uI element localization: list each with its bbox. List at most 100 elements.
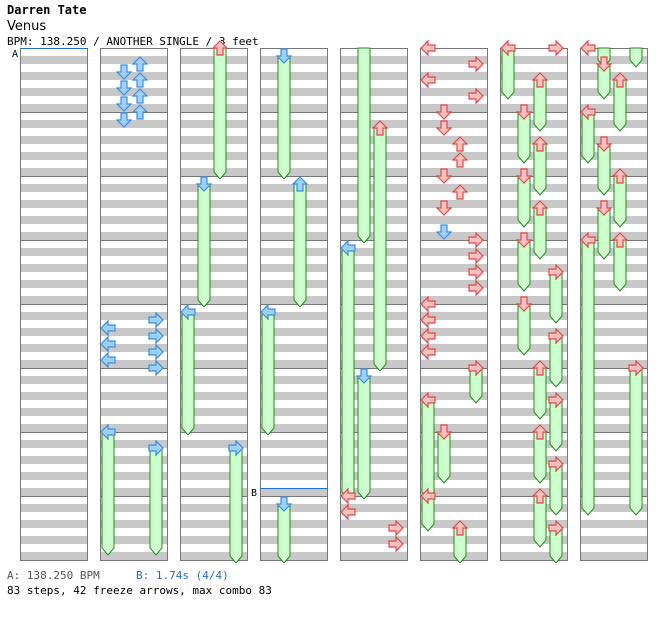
stripe-dark xyxy=(20,232,88,240)
stripe-dark xyxy=(100,248,168,256)
stripe-dark xyxy=(420,424,488,432)
stripe-dark xyxy=(180,200,248,208)
stripe-light xyxy=(20,320,88,328)
stripe-light xyxy=(20,432,88,440)
stripe-dark xyxy=(20,344,88,352)
stripe-light xyxy=(100,480,168,488)
step-arrow-right-icon xyxy=(468,359,484,377)
stripe-dark xyxy=(340,88,408,96)
step-arrow-up-icon xyxy=(531,488,549,504)
stripe-dark xyxy=(20,216,88,224)
stripe-dark xyxy=(340,104,408,112)
stripe-dark xyxy=(260,120,328,128)
stripe-dark xyxy=(340,440,408,448)
stripe-dark xyxy=(260,520,328,528)
stripe-dark xyxy=(20,328,88,336)
stripe-dark xyxy=(420,360,488,368)
step-arrow-left-icon xyxy=(580,231,596,249)
stripe-dark xyxy=(100,72,168,80)
stripe-light xyxy=(180,240,248,248)
step-arrow-up-icon xyxy=(611,72,629,88)
stripe-light xyxy=(420,448,488,456)
step-arrow-down-icon xyxy=(515,232,533,248)
stripe-light xyxy=(20,288,88,296)
stripe-light xyxy=(20,272,88,280)
stripe-light xyxy=(580,368,648,376)
stripe-dark xyxy=(420,440,488,448)
stripe-dark xyxy=(20,280,88,288)
stripe-dark xyxy=(100,216,168,224)
stripe-dark xyxy=(20,104,88,112)
step-arrow-left-icon xyxy=(500,39,516,57)
stripe-light xyxy=(20,256,88,264)
stripe-dark xyxy=(100,312,168,320)
stripe-light xyxy=(100,256,168,264)
stripe-dark xyxy=(500,424,568,432)
stripe-light xyxy=(340,112,408,120)
stripe-dark xyxy=(180,520,248,528)
stripe-light xyxy=(340,496,408,504)
stripe-light xyxy=(100,240,168,248)
stripe-dark xyxy=(20,296,88,304)
stripe-dark xyxy=(580,376,648,384)
freeze-arrow-left xyxy=(421,399,435,500)
step-arrow-right-icon xyxy=(548,455,564,473)
freeze-arrow-left xyxy=(181,311,195,436)
step-arrow-right-icon xyxy=(468,247,484,265)
step-arrow-left-icon xyxy=(340,487,356,505)
stripe-light xyxy=(260,80,328,88)
stripe-light xyxy=(100,528,168,536)
stripe-light xyxy=(580,480,648,488)
stripe-light xyxy=(100,304,168,312)
step-arrow-up-icon xyxy=(611,168,629,184)
stripe-light xyxy=(500,272,568,280)
step-arrow-up-icon xyxy=(531,360,549,376)
stripe-light xyxy=(100,432,168,440)
step-arrow-right-icon xyxy=(388,519,404,537)
stripe-dark xyxy=(20,488,88,496)
stripe-light xyxy=(20,128,88,136)
stripe-light xyxy=(180,480,248,488)
stripe-dark xyxy=(580,232,648,240)
stripe-light xyxy=(420,304,488,312)
stripe-light xyxy=(580,496,648,504)
stripe-light xyxy=(180,464,248,472)
stripe-dark xyxy=(100,88,168,96)
stripe-dark xyxy=(580,424,648,432)
freeze-arrow-left xyxy=(341,247,355,500)
stripe-light xyxy=(420,384,488,392)
stripe-light xyxy=(420,400,488,408)
stripe-light xyxy=(340,400,408,408)
stripe-dark xyxy=(420,184,488,192)
stripe-dark xyxy=(260,360,328,368)
stripe-light xyxy=(260,368,328,376)
freeze-arrow-up xyxy=(613,239,627,292)
step-arrow-right-icon xyxy=(148,359,164,377)
stripe-dark xyxy=(20,248,88,256)
step-arrow-left-icon xyxy=(420,71,436,89)
stripe-light xyxy=(580,432,648,440)
stripe-light xyxy=(580,160,648,168)
step-arrow-up-icon xyxy=(451,152,469,168)
stripe-dark xyxy=(260,56,328,64)
stripe-light xyxy=(20,224,88,232)
stripe-light xyxy=(100,176,168,184)
step-arrow-left-icon xyxy=(100,351,116,369)
stripe-light xyxy=(420,480,488,488)
stripe-dark xyxy=(100,408,168,416)
freeze-arrow-up xyxy=(213,47,227,180)
stripe-light xyxy=(420,352,488,360)
chart-stats: 83 steps, 42 freeze arrows, max combo 83 xyxy=(7,584,272,597)
stripe-dark xyxy=(180,488,248,496)
freeze-arrow-up xyxy=(533,79,547,132)
stripe-light xyxy=(20,496,88,504)
stripe-dark xyxy=(20,168,88,176)
step-arrow-right-icon xyxy=(468,263,484,281)
stripe-light xyxy=(100,80,168,88)
stripe-light xyxy=(580,64,648,72)
stripe-light xyxy=(500,48,568,56)
step-arrow-down-icon xyxy=(515,104,533,120)
stripe-light xyxy=(500,336,568,344)
stripe-dark xyxy=(20,152,88,160)
stripe-light xyxy=(20,96,88,104)
